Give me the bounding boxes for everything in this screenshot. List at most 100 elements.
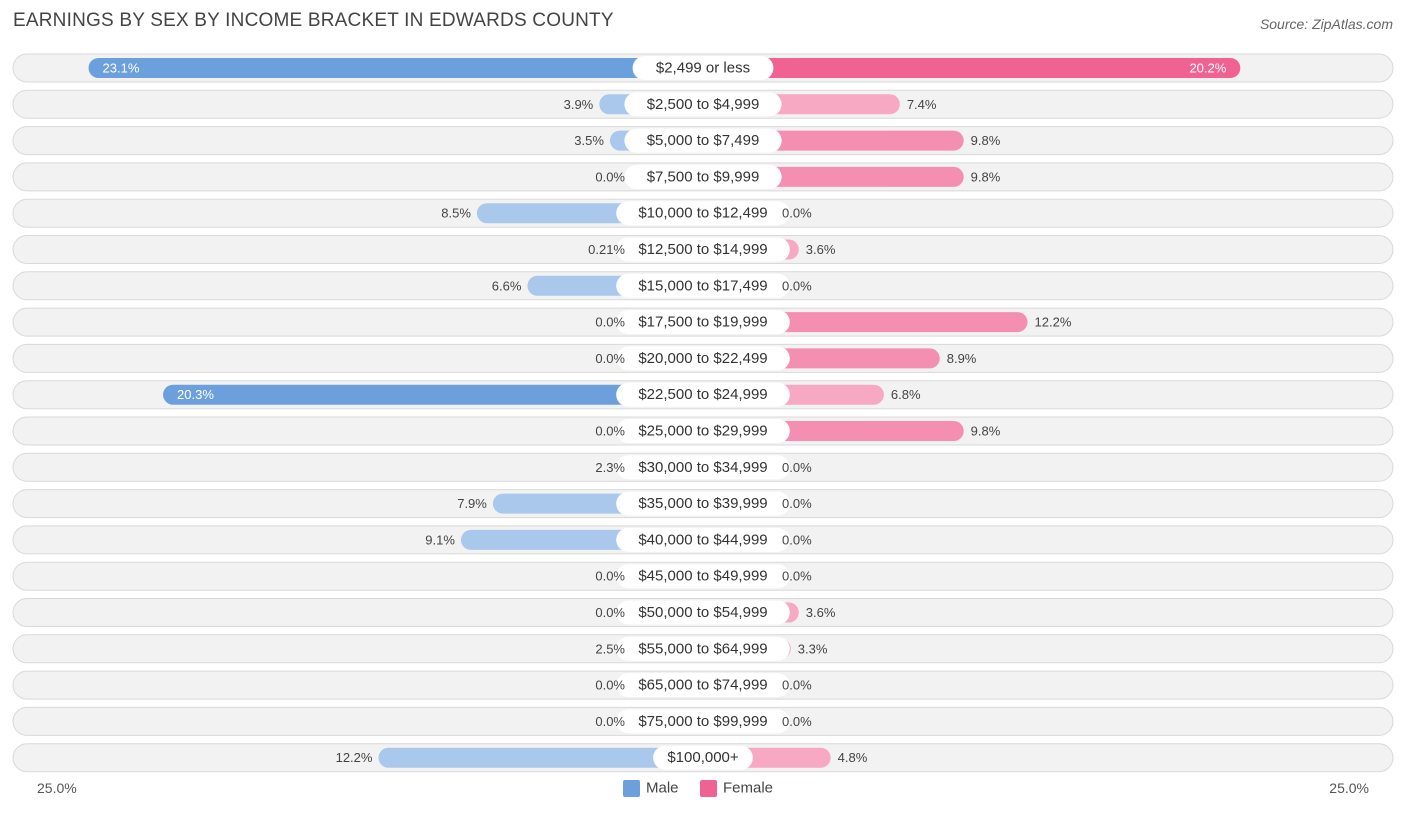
female-value-label: 3.6% <box>806 605 836 620</box>
male-value-label: 7.9% <box>457 496 487 511</box>
category-pill <box>616 564 790 589</box>
bar-row: $17,500 to $19,999 0.0% 12.2% <box>12 307 1394 337</box>
axis-label-left: 25.0% <box>37 780 77 796</box>
female-value-label: 4.8% <box>838 750 868 765</box>
female-value-label: 0.0% <box>782 206 812 221</box>
category-pill <box>616 201 790 226</box>
bar-row: $30,000 to $34,999 2.3% 0.0% <box>12 452 1394 482</box>
category-label: $30,000 to $34,999 <box>638 459 767 476</box>
category-pill <box>616 673 790 698</box>
bar-row: $75,000 to $99,999 0.0% 0.0% <box>12 706 1394 736</box>
female-bar <box>703 58 1241 78</box>
female-value-label: 0.0% <box>782 714 812 729</box>
category-label: $15,000 to $17,499 <box>638 277 767 294</box>
category-pill <box>653 745 753 770</box>
category-label: $100,000+ <box>667 749 739 766</box>
bar-row: $22,500 to $24,999 20.3% 6.8% <box>12 380 1394 410</box>
male-value-label: 0.21% <box>588 242 625 257</box>
category-label: $25,000 to $29,999 <box>638 423 767 440</box>
male-value-label: 0.0% <box>595 714 625 729</box>
category-pill <box>616 346 790 371</box>
male-bar <box>163 384 703 405</box>
female-value-label: 0.0% <box>782 278 812 293</box>
category-label: $5,000 to $7,499 <box>647 132 760 149</box>
bar-row: $2,499 or less 23.1% 20.2% <box>12 53 1394 83</box>
bar-row: $25,000 to $29,999 0.0% 9.8% <box>12 416 1394 446</box>
bar-row: $55,000 to $64,999 2.5% 3.3% <box>12 634 1394 664</box>
category-pill <box>624 164 782 189</box>
female-value-label: 7.4% <box>907 97 937 112</box>
male-bar <box>378 747 703 768</box>
bar-row: $40,000 to $44,999 9.1% 0.0% <box>12 525 1394 555</box>
male-value-label: 2.3% <box>595 460 625 475</box>
category-label: $50,000 to $54,999 <box>638 604 767 621</box>
male-value-label: 0.0% <box>595 678 625 693</box>
bar-row: $65,000 to $74,999 0.0% 0.0% <box>12 670 1394 700</box>
female-value-label: 0.0% <box>782 460 812 475</box>
category-label: $22,500 to $24,999 <box>638 386 767 403</box>
category-pill <box>616 600 790 625</box>
female-value-label: 0.0% <box>782 532 812 547</box>
bar-row: $50,000 to $54,999 0.0% 3.6% <box>12 598 1394 627</box>
bar-row: $10,000 to $12,499 8.5% 0.0% <box>12 198 1394 228</box>
axis-label-right: 25.0% <box>1329 780 1369 796</box>
category-pill <box>616 709 790 734</box>
category-label: $10,000 to $12,499 <box>638 205 767 222</box>
category-label: $12,500 to $14,999 <box>638 241 767 258</box>
category-pill <box>616 237 790 262</box>
male-value-label: 20.3% <box>177 387 214 402</box>
category-label: $35,000 to $39,999 <box>638 495 767 512</box>
bar-row: $35,000 to $39,999 7.9% 0.0% <box>12 489 1394 519</box>
male-value-label: 0.0% <box>595 605 625 620</box>
legend: Male Female <box>623 780 773 797</box>
chart-title: EARNINGS BY SEX BY INCOME BRACKET IN EDW… <box>13 10 614 31</box>
category-label: $7,500 to $9,999 <box>647 168 760 185</box>
female-value-label: 9.8% <box>971 133 1001 148</box>
female-value-label: 6.8% <box>891 387 921 402</box>
bar-row: $7,500 to $9,999 0.0% 9.8% <box>12 162 1394 192</box>
category-label: $45,000 to $49,999 <box>638 568 767 585</box>
category-pill <box>616 382 790 407</box>
male-value-label: 0.0% <box>595 424 625 439</box>
female-value-label: 0.0% <box>782 496 812 511</box>
category-pill <box>624 128 782 153</box>
male-value-label: 12.2% <box>336 750 373 765</box>
bar-row: $12,500 to $14,999 0.21% 3.6% <box>12 235 1394 264</box>
category-pill <box>616 419 790 443</box>
male-value-label: 0.0% <box>595 351 625 366</box>
category-pill <box>616 636 790 661</box>
bar-row: $45,000 to $49,999 0.0% 0.0% <box>12 561 1394 591</box>
category-pill <box>632 56 774 80</box>
bar-row: $15,000 to $17,499 6.6% 0.0% <box>12 271 1394 301</box>
legend-female-swatch <box>700 780 717 797</box>
male-value-label: 9.1% <box>425 532 455 547</box>
bar-row: $5,000 to $7,499 3.5% 9.8% <box>12 126 1394 156</box>
bar-row: $20,000 to $22,499 0.0% 8.9% <box>12 343 1394 373</box>
category-label: $65,000 to $74,999 <box>638 677 767 694</box>
female-value-label: 0.0% <box>782 678 812 693</box>
male-bar <box>88 58 704 78</box>
female-value-label: 3.6% <box>806 242 836 257</box>
male-value-label: 23.1% <box>103 61 140 76</box>
bar-row: $2,500 to $4,999 3.9% 7.4% <box>12 89 1394 119</box>
female-value-label: 8.9% <box>947 351 977 366</box>
male-value-label: 0.0% <box>595 315 625 330</box>
male-value-label: 3.5% <box>574 133 604 148</box>
female-value-label: 9.8% <box>971 169 1001 184</box>
category-pill <box>616 310 790 335</box>
male-value-label: 3.9% <box>564 97 594 112</box>
female-value-label: 9.8% <box>971 424 1001 439</box>
male-value-label: 0.0% <box>595 169 625 184</box>
bar-row: $100,000+ 12.2% 4.8% <box>12 743 1394 773</box>
male-value-label: 2.5% <box>595 641 625 656</box>
category-pill <box>616 273 790 298</box>
category-label: $17,500 to $19,999 <box>638 314 767 331</box>
category-label: $55,000 to $64,999 <box>638 640 767 657</box>
category-pill <box>624 92 782 117</box>
category-label: $2,500 to $4,999 <box>647 96 760 113</box>
category-label: $20,000 to $22,499 <box>638 350 767 367</box>
category-label: $75,000 to $99,999 <box>638 713 767 730</box>
category-label: $2,499 or less <box>656 60 750 77</box>
legend-female-label: Female <box>723 780 773 797</box>
